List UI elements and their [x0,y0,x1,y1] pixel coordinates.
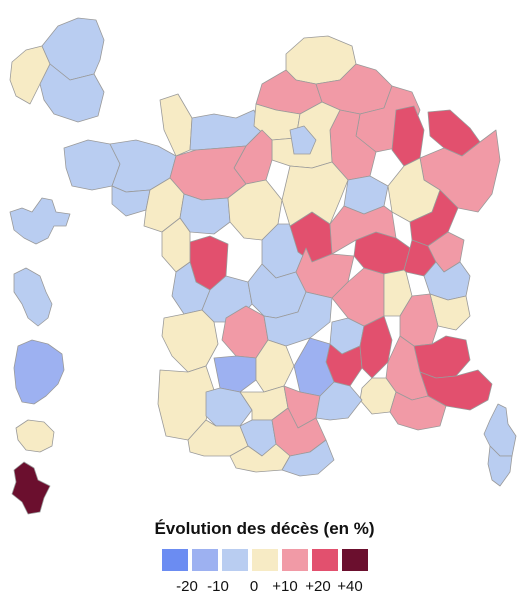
dept-paris-b [289,125,317,155]
dept-normandy-d [159,93,193,157]
legend-swatch-2 [192,549,218,571]
legend-swatch-4 [252,549,278,571]
legend-swatch-1 [162,549,188,571]
dept-central-c [263,291,333,347]
dept-centre-h [281,161,349,227]
legend-label-minus-20: -20 [176,578,198,595]
legend-label-plus-40: +40 [337,578,363,595]
dept-east-b [391,105,425,167]
legend-swatch-7 [342,549,368,571]
legend-label-minus-10: -10 [207,578,229,595]
dept-south-c [293,337,335,397]
dept-west-e [161,309,219,373]
dept-burgundy-d [353,231,411,275]
legend-label-plus-20: +20 [305,578,331,595]
metropolitan-france [9,17,517,487]
dept-corsica-south [487,445,513,487]
dept-rhone-b [389,391,447,431]
legend-swatch-5 [282,549,308,571]
mayotte-region [11,461,51,515]
dept-south-b [255,339,295,393]
legend-swatch-3 [222,549,248,571]
dept-corsica-north [483,403,517,457]
dept-central-f [359,315,393,379]
legend-label-plus-10: +10 [272,578,298,595]
dept-south-l [281,439,335,477]
choropleth-map [9,17,517,515]
dept-normandy-c [39,63,105,123]
martinique-region [13,267,53,327]
guadeloupe-region [9,197,71,245]
legend-color-scale [162,549,372,571]
dept-rhone-a [359,377,397,415]
legend-label-zero: 0 [249,578,259,595]
dept-south-d [205,387,253,427]
dept-south-a [213,355,257,393]
legend-swatch-6 [312,549,338,571]
guyane-region [13,339,65,405]
legend-labels: -20 -10 0 +10 +20 +40 [0,578,529,598]
reunion-region [15,419,55,453]
overseas-insets [9,197,71,515]
dept-south-g [315,381,363,421]
legend-title: Évolution des décès (en %) [154,519,375,538]
dept-burgundy-e [329,205,397,255]
